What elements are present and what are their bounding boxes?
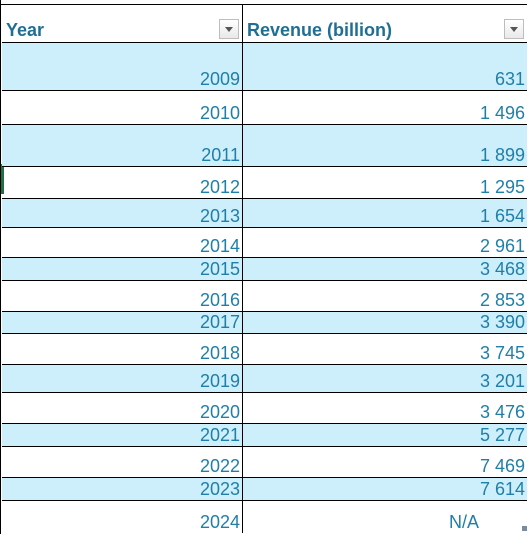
- year-cell[interactable]: 2023: [2, 478, 243, 500]
- table-row: 2016 2 853: [2, 281, 527, 312]
- header-row: Year Revenue (billion): [2, 5, 527, 43]
- revenue-cell[interactable]: 3 201: [243, 365, 527, 392]
- table-row: 2014 2 961: [2, 228, 527, 258]
- revenue-cell[interactable]: 7 614: [243, 478, 527, 500]
- table-row: 2022 7 469: [2, 447, 527, 478]
- top-border: [1, 4, 527, 5]
- year-cell[interactable]: 2012: [2, 167, 243, 198]
- revenue-cell[interactable]: 3 468: [243, 258, 527, 280]
- table-row: 2015 3 468: [2, 258, 527, 281]
- data-table: Year Revenue (billion) 2009 631 2010 1 4…: [2, 5, 527, 533]
- table-row: 2012 1 295: [2, 167, 527, 199]
- table-row: 2017 3 390: [2, 312, 527, 334]
- revenue-cell[interactable]: N/A: [448, 512, 479, 532]
- year-cell[interactable]: 2019: [2, 365, 243, 392]
- year-cell[interactable]: 2022: [2, 447, 243, 477]
- year-cell[interactable]: 2011: [2, 125, 243, 166]
- active-cell-marker: [1, 164, 4, 194]
- year-cell[interactable]: 2013: [2, 199, 243, 227]
- revenue-cell[interactable]: 5 277: [243, 424, 527, 446]
- year-cell[interactable]: 2024: [2, 501, 243, 533]
- revenue-cell[interactable]: 2 961: [479, 236, 525, 256]
- revenue-cell[interactable]: 1 654: [243, 199, 527, 227]
- table-row: 2024 N/A: [2, 501, 527, 533]
- table-row: 2020 3 476: [2, 393, 527, 424]
- revenue-cell[interactable]: 3 745: [479, 343, 525, 363]
- revenue-cell[interactable]: 1 899: [243, 125, 527, 166]
- table-row: 2010 1 496: [2, 91, 527, 125]
- revenue-filter-dropdown-icon[interactable]: [504, 19, 524, 39]
- year-header-cell[interactable]: Year: [2, 5, 243, 42]
- revenue-cell[interactable]: 3 476: [479, 402, 525, 422]
- table-row: 2011 1 899: [2, 125, 527, 167]
- table-resize-handle[interactable]: [522, 526, 527, 531]
- table-row: 2023 7 614: [2, 478, 527, 501]
- revenue-cell[interactable]: 2 853: [479, 290, 525, 310]
- year-cell[interactable]: 2015: [2, 258, 243, 280]
- revenue-cell[interactable]: 1 295: [479, 177, 525, 197]
- year-cell[interactable]: 2016: [2, 281, 243, 311]
- revenue-cell[interactable]: 7 469: [479, 456, 525, 476]
- revenue-cell[interactable]: 631: [243, 43, 527, 90]
- table-row: 2018 3 745: [2, 334, 527, 365]
- table-row: 2019 3 201: [2, 365, 527, 393]
- revenue-cell[interactable]: 3 390: [243, 312, 527, 333]
- year-cell[interactable]: 2021: [2, 424, 243, 446]
- year-cell[interactable]: 2010: [2, 91, 243, 124]
- year-cell[interactable]: 2018: [2, 334, 243, 364]
- year-cell[interactable]: 2017: [2, 312, 243, 333]
- table-row: 2021 5 277: [2, 424, 527, 447]
- revenue-header-cell[interactable]: Revenue (billion): [243, 5, 527, 42]
- revenue-cell[interactable]: 1 496: [479, 103, 525, 123]
- table-row: 2009 631: [2, 43, 527, 91]
- year-cell[interactable]: 2014: [2, 228, 243, 257]
- table-row: 2013 1 654: [2, 199, 527, 228]
- year-header-label: Year: [6, 20, 45, 40]
- year-filter-dropdown-icon[interactable]: [219, 19, 239, 39]
- year-cell[interactable]: 2020: [2, 393, 243, 423]
- revenue-header-label: Revenue (billion): [247, 20, 393, 40]
- year-cell[interactable]: 2009: [2, 43, 243, 90]
